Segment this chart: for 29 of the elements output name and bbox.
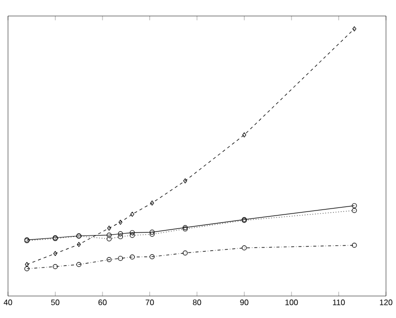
point — [24, 262, 29, 267]
point — [118, 256, 123, 261]
point — [106, 257, 112, 262]
point — [52, 264, 58, 270]
point — [242, 132, 246, 138]
point — [76, 242, 81, 247]
point — [107, 226, 112, 231]
point — [24, 266, 30, 272]
point — [150, 200, 154, 206]
point — [150, 254, 155, 260]
point — [352, 208, 357, 213]
point — [76, 262, 82, 267]
point — [352, 26, 356, 32]
point — [183, 178, 188, 184]
point — [130, 254, 135, 260]
point — [118, 231, 123, 236]
point — [118, 220, 122, 225]
point — [150, 232, 155, 237]
point — [182, 250, 188, 256]
point — [130, 230, 135, 236]
point — [106, 236, 112, 242]
point — [118, 234, 123, 240]
point — [242, 245, 247, 250]
point — [352, 242, 357, 248]
point — [53, 251, 58, 256]
point — [130, 232, 135, 238]
point — [106, 232, 112, 238]
point — [150, 230, 155, 235]
point — [130, 212, 134, 217]
